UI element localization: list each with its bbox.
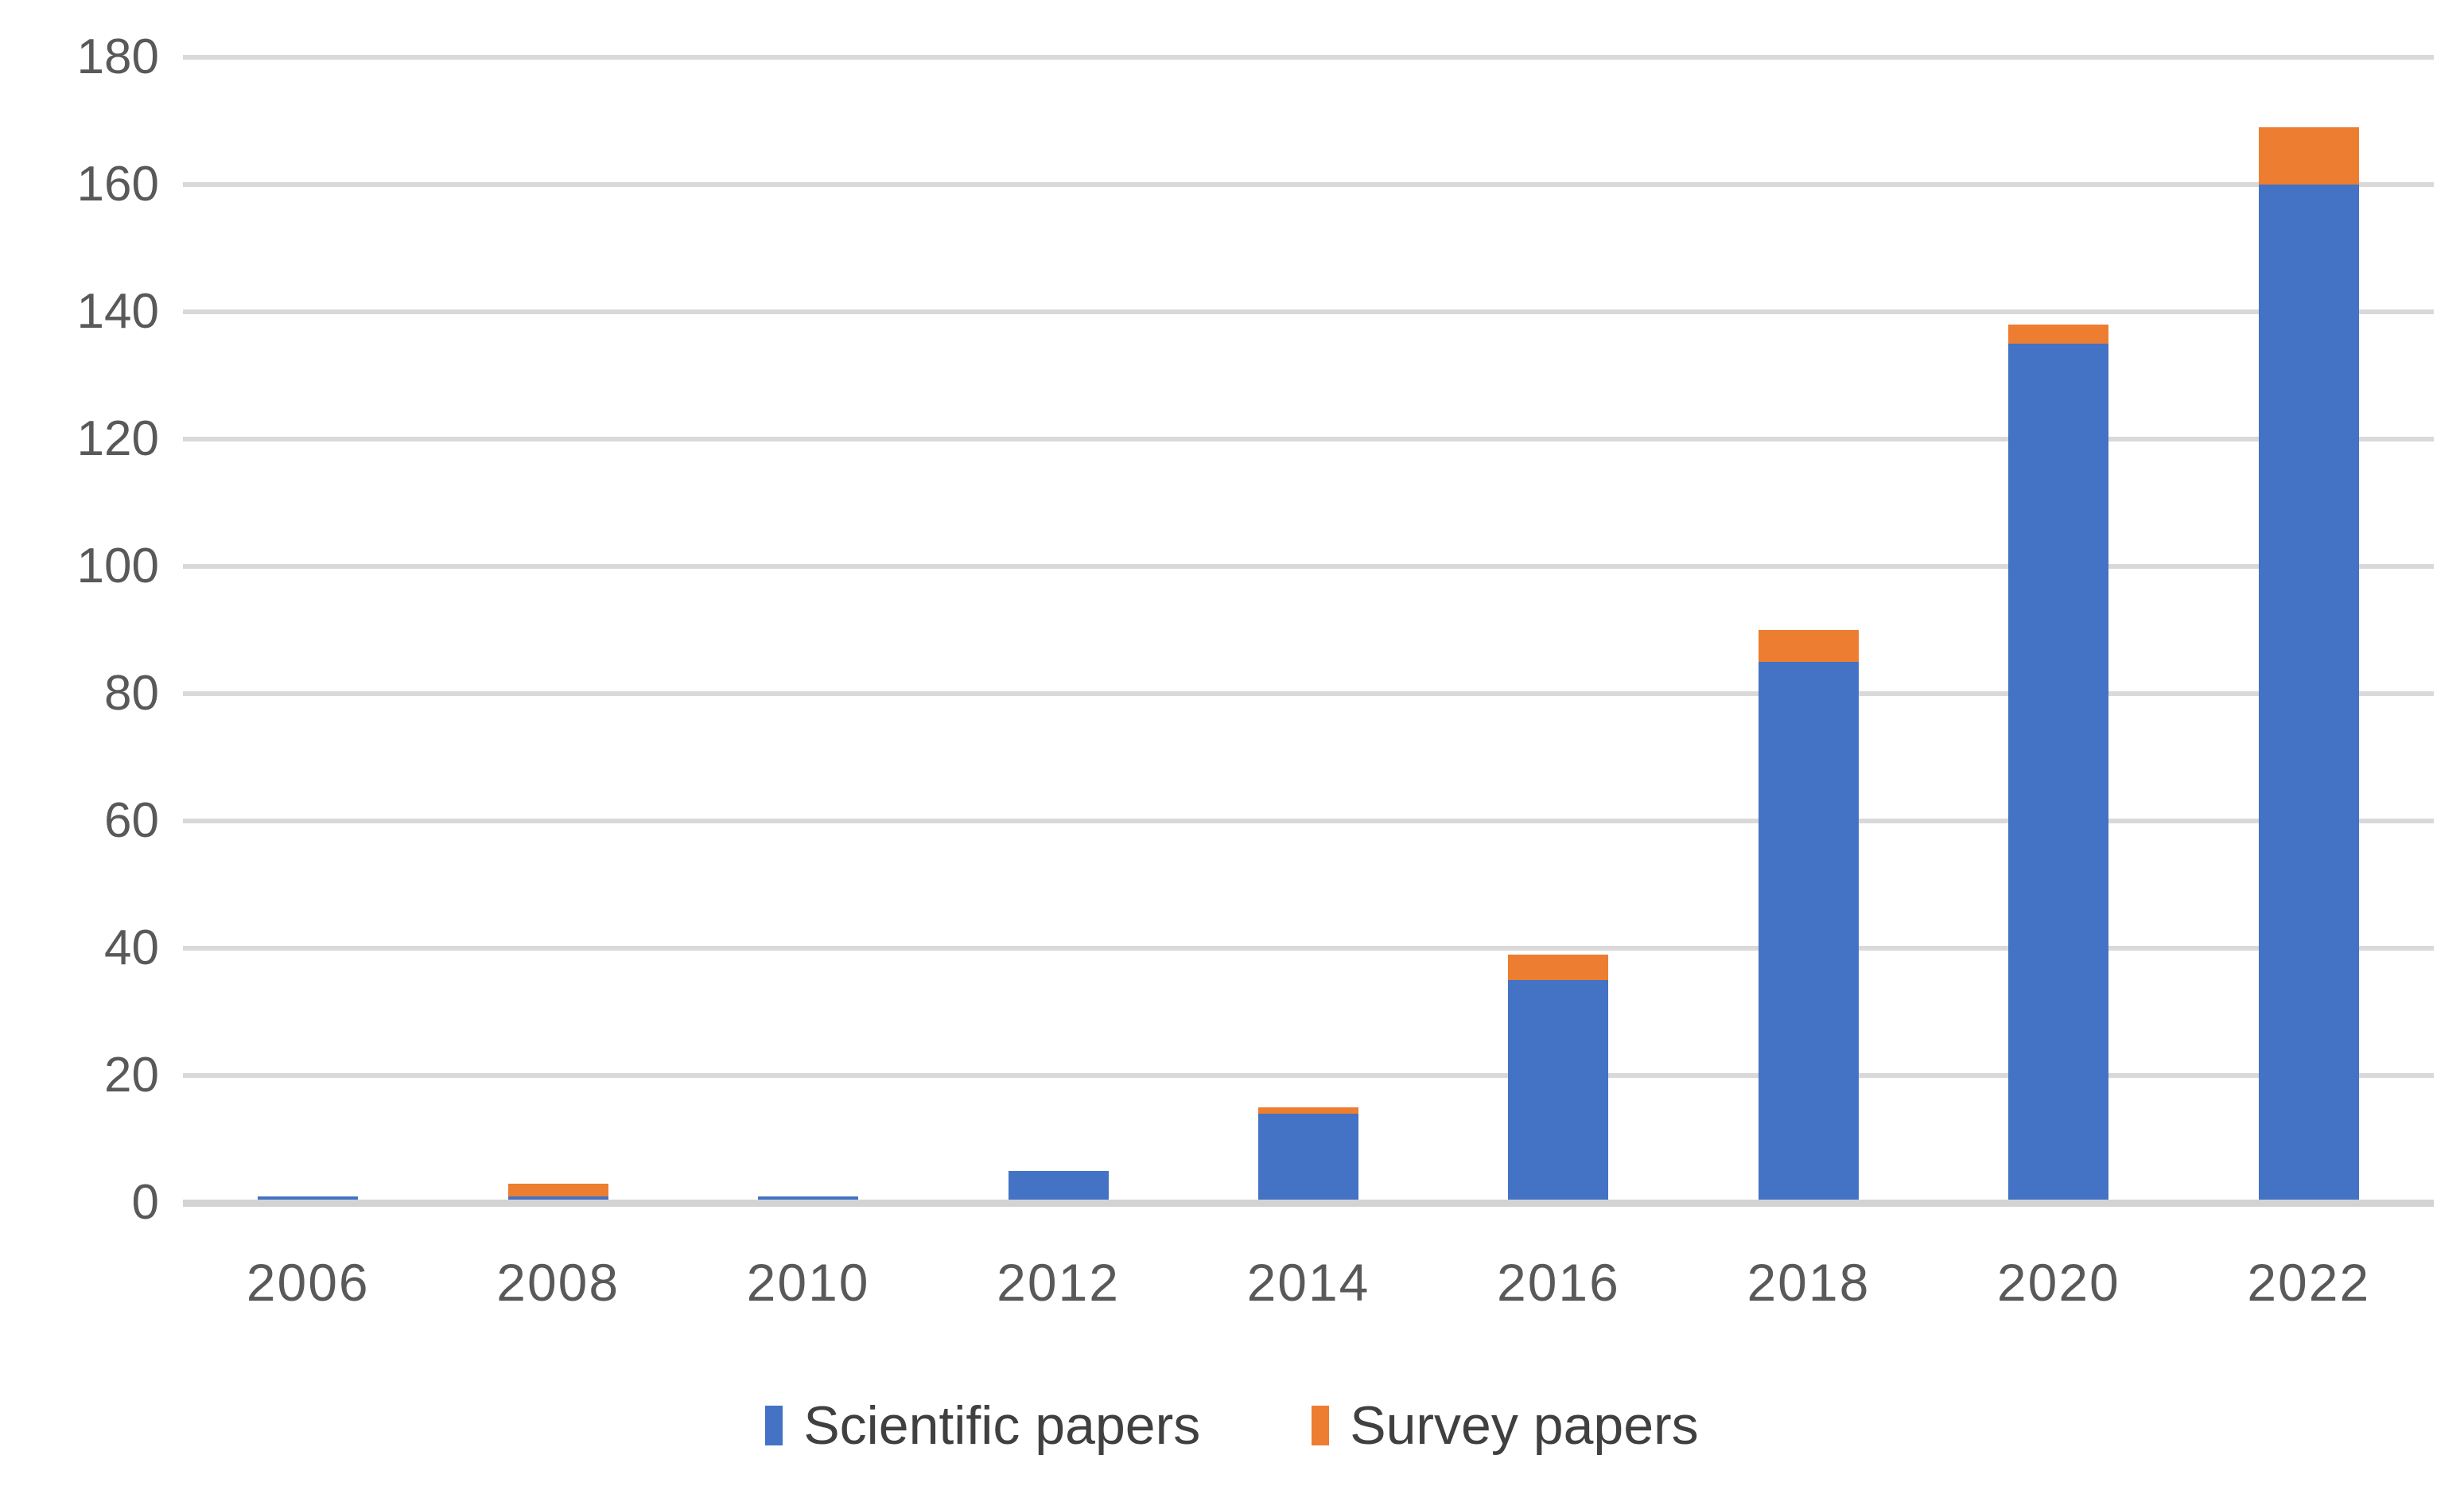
legend-swatch-icon xyxy=(765,1406,783,1445)
bar-group-2018 xyxy=(1758,57,1859,1203)
legend-item-survey-papers: Survey papers xyxy=(1312,1394,1699,1457)
legend-label: Survey papers xyxy=(1350,1395,1699,1456)
bar-segment-survey-papers-2020 xyxy=(2008,325,2109,344)
y-tick-label: 180 xyxy=(76,29,159,84)
bar-group-2022 xyxy=(2258,57,2359,1203)
bar-group-2020 xyxy=(2008,57,2109,1203)
bar-group-2014 xyxy=(1258,57,1358,1203)
gridline xyxy=(183,691,2434,696)
bar-segment-scientific-papers-2016 xyxy=(1508,980,1609,1203)
bar-segment-survey-papers-2016 xyxy=(1508,955,1609,980)
y-tick-label: 160 xyxy=(76,157,159,212)
bar-segment-scientific-papers-2022 xyxy=(2258,185,2359,1203)
bar-group-2008 xyxy=(507,57,608,1203)
y-tick-label: 20 xyxy=(104,1048,159,1103)
x-tick-label: 2020 xyxy=(1996,1253,2120,1312)
x-tick-label: 2022 xyxy=(2247,1253,2371,1312)
y-tick-label: 60 xyxy=(104,793,159,848)
x-tick-label: 2018 xyxy=(1747,1253,1871,1312)
bar-segment-survey-papers-2008 xyxy=(507,1184,608,1196)
bar-group-2010 xyxy=(758,57,859,1203)
bar-group-2012 xyxy=(1008,57,1109,1203)
bar-group-2006 xyxy=(258,57,359,1203)
x-tick-label: 2010 xyxy=(746,1253,870,1312)
x-axis-line xyxy=(183,1200,2434,1207)
gridline xyxy=(183,819,2434,823)
legend-label: Scientific papers xyxy=(803,1395,1201,1456)
x-tick-label: 2006 xyxy=(246,1253,370,1312)
y-tick-label: 0 xyxy=(131,1175,159,1230)
bar-segment-scientific-papers-2012 xyxy=(1008,1171,1109,1203)
x-tick-label: 2014 xyxy=(1246,1253,1370,1312)
gridline xyxy=(183,946,2434,951)
bar-segment-survey-papers-2014 xyxy=(1258,1107,1358,1114)
bar-segment-scientific-papers-2018 xyxy=(1758,662,1859,1203)
legend-swatch-icon xyxy=(1312,1406,1330,1445)
x-tick-label: 2016 xyxy=(1497,1253,1620,1312)
bar-segment-survey-papers-2022 xyxy=(2258,127,2359,185)
legend: Scientific papers Survey papers xyxy=(0,1394,2464,1457)
y-tick-label: 100 xyxy=(76,539,159,593)
y-tick-label: 40 xyxy=(104,920,159,975)
x-tick-label: 2012 xyxy=(997,1253,1120,1312)
gridline xyxy=(183,437,2434,442)
x-tick-label: 2008 xyxy=(496,1253,620,1312)
legend-item-scientific-papers: Scientific papers xyxy=(765,1394,1200,1457)
y-tick-label: 80 xyxy=(104,666,159,721)
gridline xyxy=(183,1073,2434,1078)
gridline xyxy=(183,564,2434,569)
gridline xyxy=(183,55,2434,60)
bar-segment-survey-papers-2018 xyxy=(1758,630,1859,662)
bar-segment-scientific-papers-2020 xyxy=(2008,344,2109,1203)
bar-segment-scientific-papers-2014 xyxy=(1258,1114,1358,1203)
bar-group-2016 xyxy=(1508,57,1609,1203)
y-tick-label: 140 xyxy=(76,284,159,339)
y-tick-label: 120 xyxy=(76,411,159,466)
gridline xyxy=(183,182,2434,187)
gridline xyxy=(183,309,2434,314)
